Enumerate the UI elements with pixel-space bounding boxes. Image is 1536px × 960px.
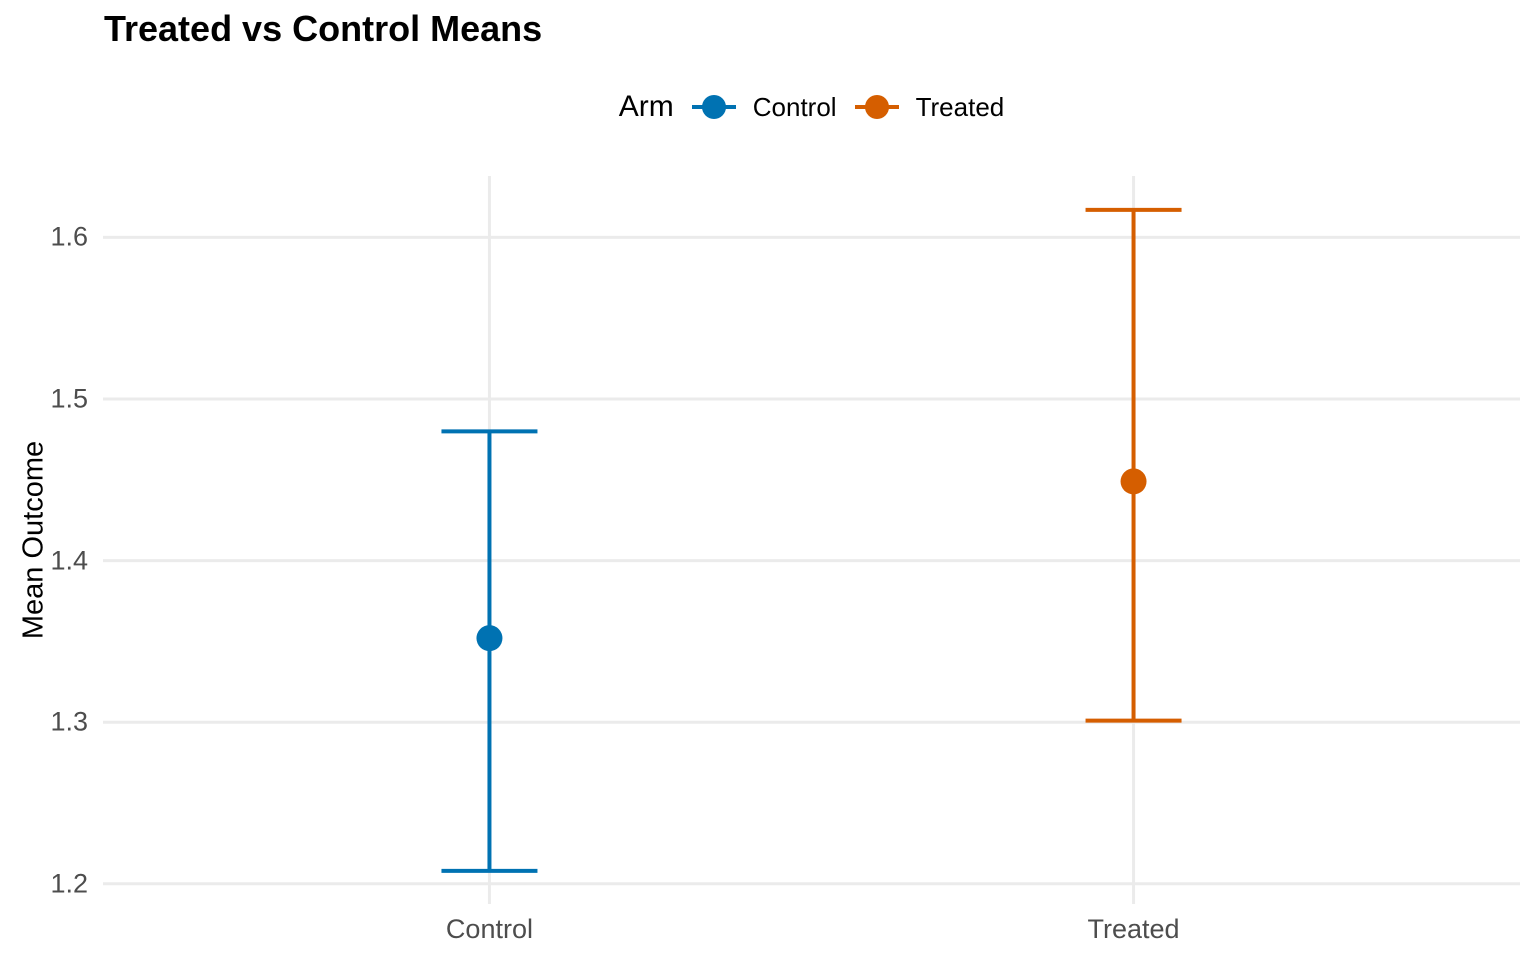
- y-tick-label-1.4: 1.4: [50, 545, 88, 576]
- legend-key-control-point-icon: [691, 93, 736, 121]
- y-tick-label-1.2: 1.2: [50, 868, 88, 899]
- legend-item-treated: Treated: [854, 91, 1005, 123]
- mean-point-control: [476, 625, 503, 652]
- legend-label: Treated: [915, 91, 1005, 122]
- mean-point-treated: [1120, 468, 1147, 495]
- plot-panel: [103, 176, 1520, 904]
- y-axis-tick-labels: 1.2 1.3 1.4 1.5 1.6: [0, 176, 88, 904]
- chart-canvas: [103, 176, 1520, 904]
- y-tick-label-1.5: 1.5: [50, 383, 88, 414]
- chart-title: Treated vs Control Means: [104, 8, 543, 49]
- x-tick-label-control: Control: [445, 914, 533, 944]
- legend-key-treated-point-icon: [854, 93, 899, 121]
- legend-key-dot: [701, 95, 726, 119]
- legend-key-dot: [864, 95, 889, 119]
- y-tick-label-1.6: 1.6: [50, 221, 88, 252]
- legend-title: Arm: [618, 90, 674, 123]
- x-tick-label-treated: Treated: [1087, 914, 1180, 944]
- legend: Arm Control Treated: [103, 84, 1520, 130]
- x-axis-tick-labels: Control Treated: [103, 910, 1520, 952]
- legend-label: Control: [752, 91, 837, 122]
- y-tick-label-1.3: 1.3: [50, 706, 88, 737]
- legend-item-control: Control: [691, 91, 837, 123]
